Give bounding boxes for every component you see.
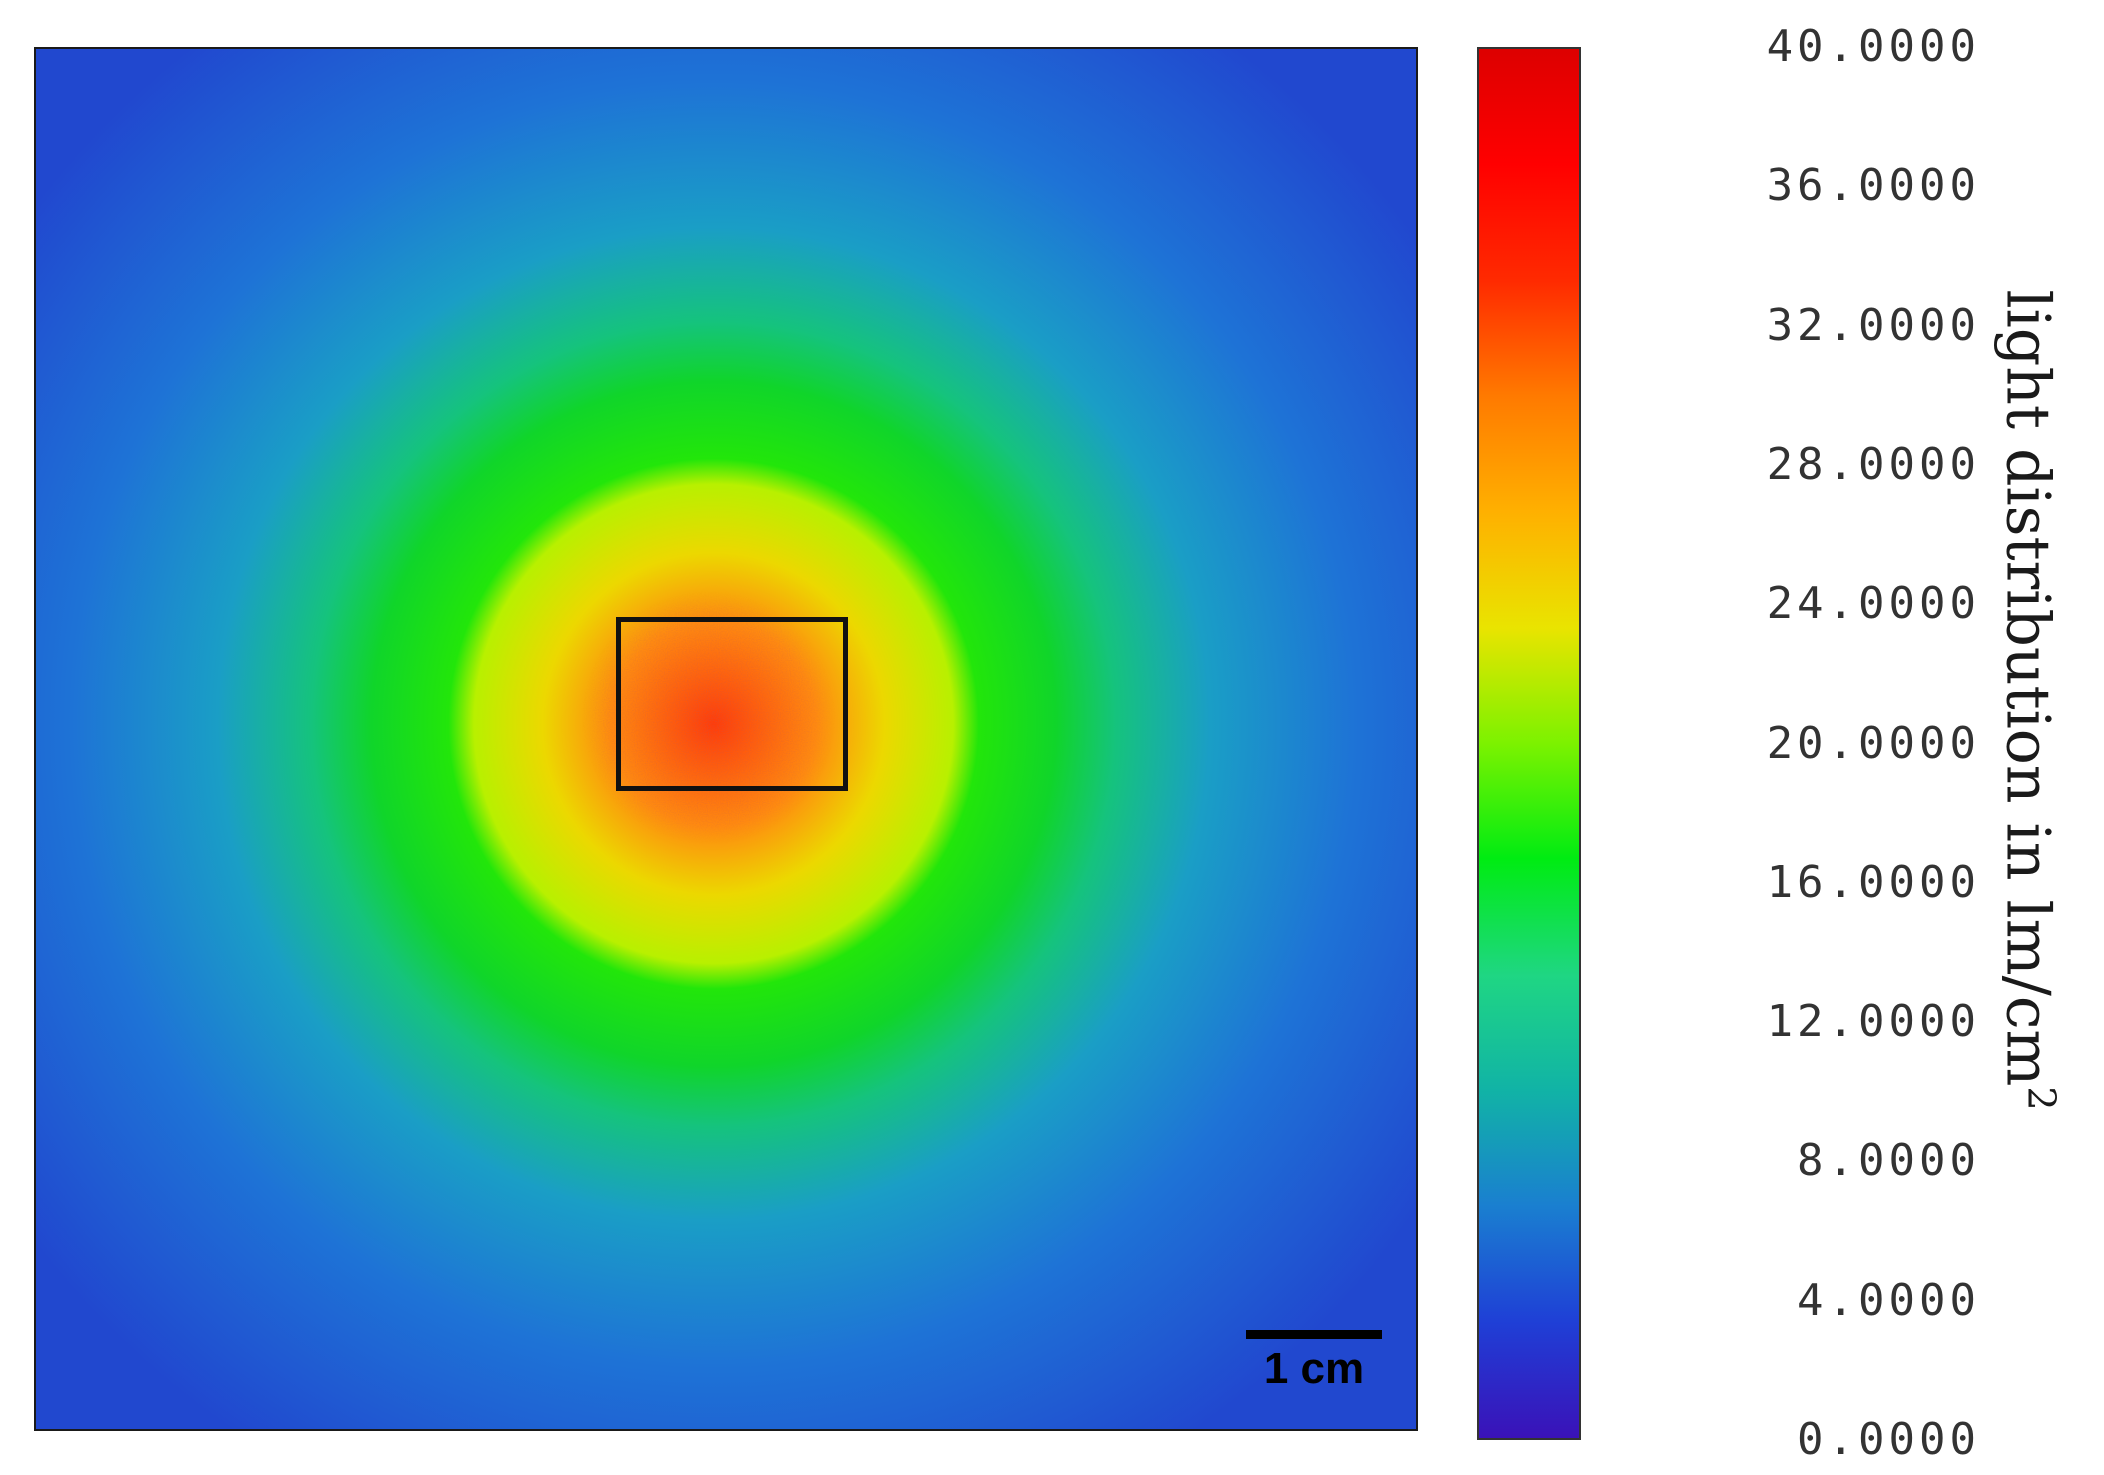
colorbar-tick-label: 40.0000	[1766, 21, 1980, 72]
colorbar-tick-label: 0.0000	[1797, 1414, 1980, 1465]
colorbar-tick-label: 32.0000	[1766, 299, 1980, 351]
scale-bar-label: 1 cm	[1263, 1344, 1365, 1393]
colorbar-tick-label: 28.0000	[1766, 438, 1980, 490]
colorbar	[1477, 47, 1581, 1440]
colorbar-tick-label: 20.0000	[1766, 717, 1980, 769]
heatmap-image	[36, 49, 1416, 1429]
colorbar-title-superscript: 2	[2019, 1086, 2064, 1111]
colorbar-gradient	[1479, 49, 1579, 1438]
region-of-interest-rectangle	[616, 617, 848, 791]
colorbar-tick-label: 16.0000	[1766, 856, 1980, 908]
colorbar-tick-label: 8.0000	[1797, 1135, 1980, 1187]
colorbar-title: light distribution in lm/cm2	[1993, 289, 2064, 1110]
colorbar-tick-label: 4.0000	[1797, 1274, 1980, 1326]
colorbar-tick-label: 12.0000	[1766, 996, 1980, 1048]
colorbar-tick-label: 24.0000	[1766, 578, 1980, 630]
colorbar-tick-label: 36.0000	[1766, 160, 1980, 212]
scale-bar	[1246, 1330, 1382, 1339]
heatmap-plot: 1 cm	[34, 47, 1418, 1431]
colorbar-title-text: light distribution in lm/cm	[1992, 289, 2063, 1087]
